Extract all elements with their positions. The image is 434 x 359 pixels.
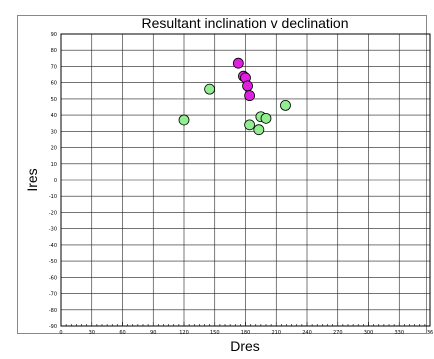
x-tick-label: 300 xyxy=(364,330,374,336)
x-tick-label: 36 xyxy=(427,330,433,336)
y-tick-label: -90 xyxy=(49,324,57,330)
x-tick-label: 210 xyxy=(271,330,281,336)
y-tick-label: -20 xyxy=(49,210,57,216)
tick-labels: 0 30 60 90 120 150 180 210 240 270 300 330 369080706… xyxy=(49,32,433,336)
data-points xyxy=(178,57,291,136)
x-tick-label: 240 xyxy=(302,330,312,336)
data-point-series-2 xyxy=(204,83,216,95)
data-point-series-1 xyxy=(244,90,256,102)
y-tick-label: 10 xyxy=(51,162,57,168)
data-point-series-2 xyxy=(253,124,265,136)
y-tick-label: 80 xyxy=(51,48,57,54)
y-tick-label: -80 xyxy=(49,308,57,314)
chart-title: Resultant inclination v declination xyxy=(141,15,348,31)
data-point-series-2 xyxy=(178,114,190,126)
y-axis-label: Ires xyxy=(24,168,40,191)
x-axis-label: Dres xyxy=(230,338,260,354)
x-tick-label: 30 xyxy=(89,330,95,336)
y-tick-label: 70 xyxy=(51,64,57,70)
x-tick-label: 270 xyxy=(333,330,343,336)
plot-frame xyxy=(60,33,431,327)
data-point-series-2 xyxy=(260,112,272,124)
y-tick-label: -40 xyxy=(49,243,57,249)
y-tick-label: 90 xyxy=(51,32,57,38)
y-tick-label: -60 xyxy=(49,275,57,281)
y-tick-label: -70 xyxy=(49,292,57,298)
figure-border xyxy=(17,15,427,334)
x-tick-label: 90 xyxy=(150,330,156,336)
y-tick-label: -30 xyxy=(49,227,57,233)
data-point-series-1 xyxy=(242,80,253,92)
data-point-series-2 xyxy=(280,99,291,111)
data-point-series-1 xyxy=(232,57,244,69)
x-tick-label: 0 xyxy=(59,330,62,336)
y-tick-label: 50 xyxy=(51,97,57,103)
data-point-series-2 xyxy=(244,119,256,131)
y-tick-label: 30 xyxy=(51,129,57,135)
y-tick-label: -10 xyxy=(49,194,57,200)
y-tick-label: 0 xyxy=(54,178,57,184)
y-tick-label: 60 xyxy=(51,81,57,87)
x-tick-label: 150 xyxy=(210,330,220,336)
y-tick-label: -50 xyxy=(49,259,57,265)
x-tick-label: 330 xyxy=(394,330,404,336)
y-tick-label: 20 xyxy=(51,146,57,152)
x-tick-label: 120 xyxy=(179,330,189,336)
y-tick-label: 40 xyxy=(51,113,57,119)
x-tick-label: 60 xyxy=(119,330,125,336)
x-tick-label: 180 xyxy=(241,330,251,336)
